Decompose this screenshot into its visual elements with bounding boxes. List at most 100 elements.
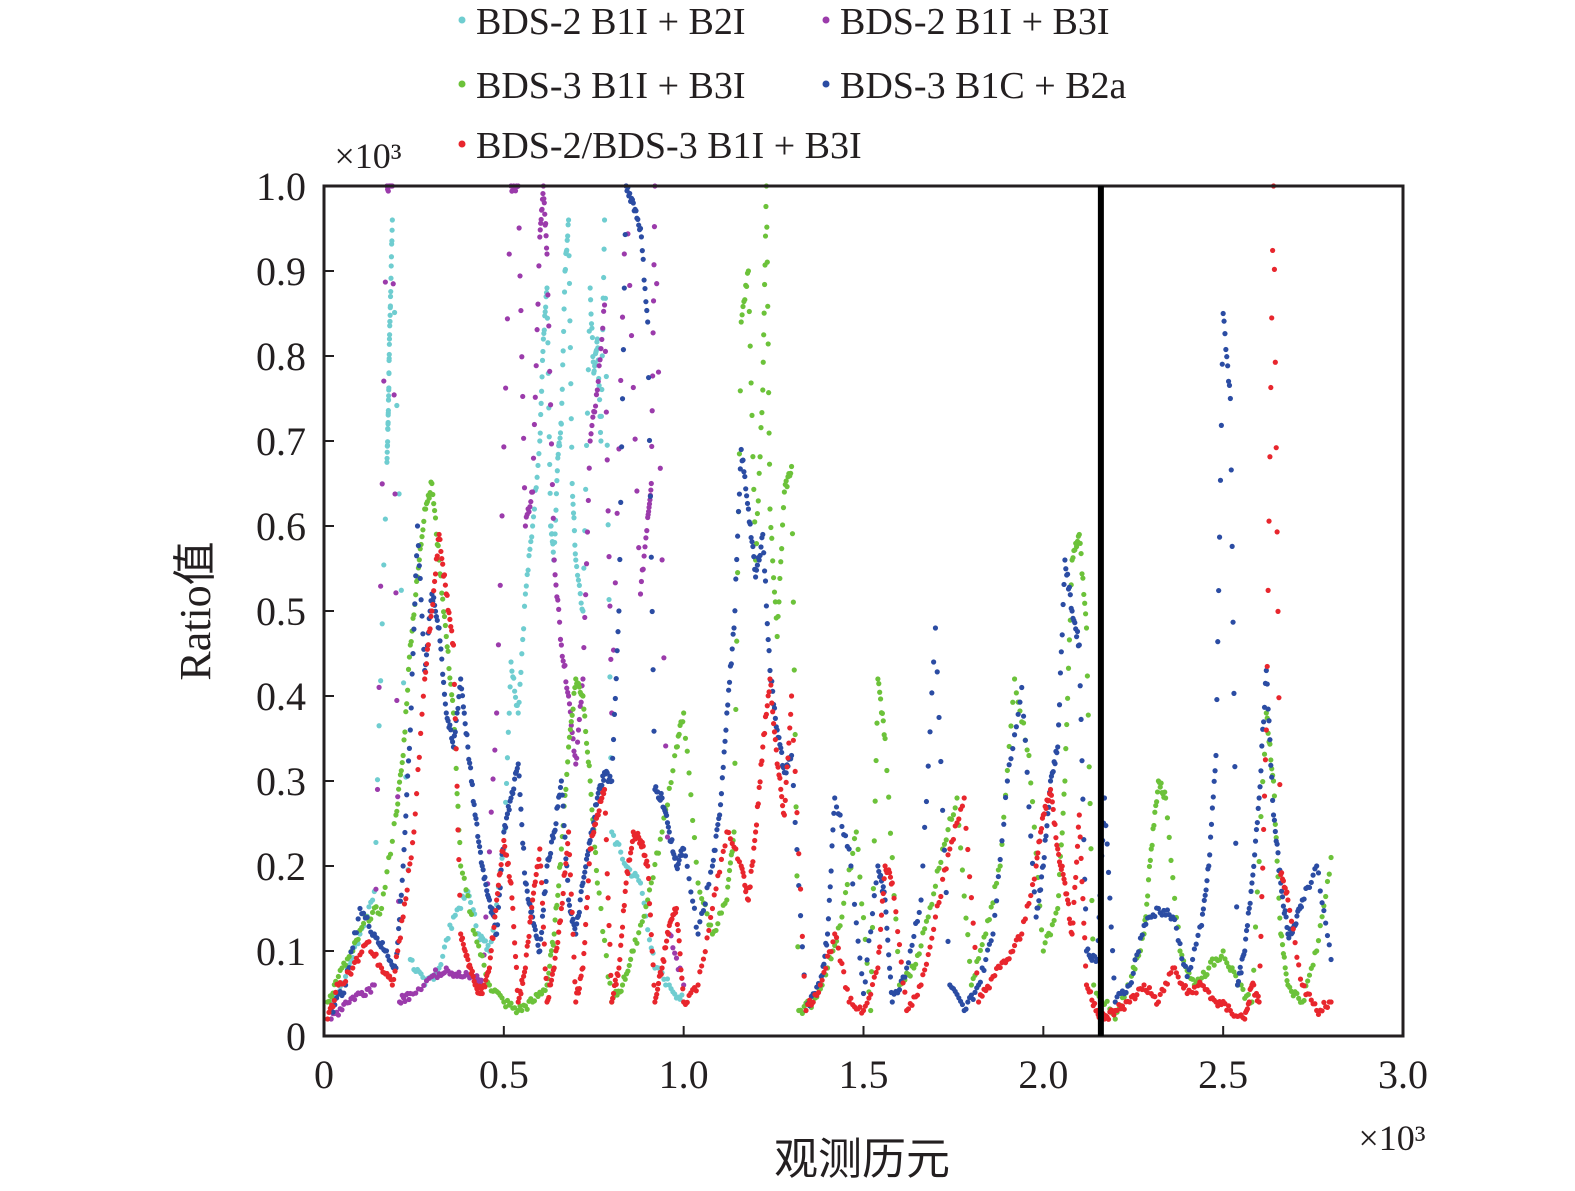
data-point bbox=[566, 852, 573, 858]
data-point bbox=[618, 942, 624, 948]
data-point bbox=[552, 572, 558, 578]
data-point bbox=[981, 967, 987, 974]
data-point bbox=[597, 357, 603, 363]
data-point bbox=[556, 883, 562, 889]
data-point bbox=[1083, 625, 1090, 631]
data-point bbox=[789, 531, 796, 537]
data-point bbox=[1230, 619, 1236, 625]
data-point bbox=[531, 998, 538, 1004]
data-point bbox=[803, 1007, 809, 1014]
data-point bbox=[979, 942, 985, 948]
data-point bbox=[524, 571, 530, 578]
data-point bbox=[1272, 359, 1278, 365]
data-point bbox=[601, 937, 608, 943]
data-point bbox=[663, 945, 669, 951]
data-point bbox=[857, 955, 863, 961]
series-5 bbox=[324, 183, 1334, 1022]
data-point bbox=[1277, 781, 1283, 788]
data-point bbox=[1306, 972, 1313, 978]
data-point bbox=[735, 508, 742, 515]
data-point bbox=[414, 523, 421, 529]
data-point bbox=[787, 725, 793, 731]
data-point bbox=[925, 763, 931, 769]
data-point bbox=[467, 760, 473, 766]
data-point bbox=[1249, 880, 1255, 886]
data-point bbox=[753, 822, 760, 828]
data-point bbox=[1246, 999, 1252, 1005]
data-point bbox=[423, 652, 430, 658]
data-point bbox=[769, 700, 775, 706]
data-point bbox=[691, 905, 698, 911]
data-point bbox=[706, 927, 712, 934]
data-point bbox=[450, 710, 457, 716]
y-tick-label: 0.7 bbox=[256, 419, 306, 464]
data-point bbox=[445, 718, 451, 724]
data-point bbox=[674, 866, 680, 872]
data-point bbox=[1254, 889, 1260, 895]
data-point bbox=[538, 936, 544, 942]
data-point bbox=[925, 914, 931, 920]
data-point bbox=[783, 478, 789, 484]
data-point bbox=[465, 744, 471, 750]
data-point bbox=[1155, 905, 1162, 912]
data-point bbox=[628, 845, 635, 851]
data-point bbox=[876, 868, 882, 875]
data-point bbox=[975, 955, 982, 962]
data-point bbox=[691, 834, 698, 841]
data-point bbox=[877, 944, 883, 950]
data-point bbox=[543, 304, 549, 310]
data-point bbox=[837, 923, 843, 929]
data-point bbox=[1062, 778, 1068, 784]
data-point bbox=[958, 845, 964, 851]
data-point bbox=[553, 491, 560, 497]
data-point bbox=[645, 374, 652, 381]
data-point bbox=[458, 905, 464, 912]
data-point bbox=[502, 843, 508, 850]
data-point bbox=[733, 846, 739, 852]
data-point bbox=[760, 359, 766, 365]
data-point bbox=[447, 616, 453, 622]
data-point bbox=[495, 882, 502, 888]
data-point bbox=[718, 791, 725, 797]
data-point bbox=[655, 965, 662, 971]
data-point bbox=[601, 786, 608, 793]
data-point bbox=[552, 917, 558, 923]
data-point bbox=[1314, 863, 1320, 869]
data-point bbox=[972, 989, 978, 995]
data-point bbox=[580, 965, 586, 971]
data-point bbox=[644, 307, 650, 314]
data-point bbox=[574, 739, 581, 745]
data-point bbox=[997, 856, 1003, 863]
data-point bbox=[646, 901, 653, 907]
data-point bbox=[1134, 992, 1140, 998]
data-point bbox=[619, 314, 626, 320]
data-point bbox=[540, 190, 546, 197]
data-point bbox=[697, 919, 703, 925]
data-point bbox=[1078, 550, 1084, 557]
data-point bbox=[851, 901, 858, 907]
data-point bbox=[1008, 723, 1014, 729]
data-point bbox=[651, 262, 657, 268]
data-point bbox=[898, 959, 904, 965]
data-point bbox=[1250, 872, 1256, 878]
data-point bbox=[765, 303, 771, 309]
data-point bbox=[1201, 897, 1207, 903]
data-point bbox=[339, 965, 345, 971]
data-point bbox=[1033, 863, 1039, 869]
data-point bbox=[674, 921, 680, 928]
data-point bbox=[1081, 837, 1087, 843]
data-point bbox=[853, 829, 859, 835]
data-point bbox=[788, 463, 795, 470]
data-point bbox=[983, 987, 989, 994]
data-point bbox=[504, 811, 511, 817]
data-point bbox=[734, 638, 740, 644]
data-point bbox=[810, 999, 816, 1005]
data-point bbox=[394, 808, 400, 814]
data-point bbox=[739, 312, 745, 318]
data-point bbox=[565, 759, 571, 765]
data-point bbox=[554, 902, 560, 909]
data-point bbox=[384, 459, 390, 465]
data-point bbox=[493, 907, 499, 914]
data-point bbox=[1082, 906, 1089, 912]
